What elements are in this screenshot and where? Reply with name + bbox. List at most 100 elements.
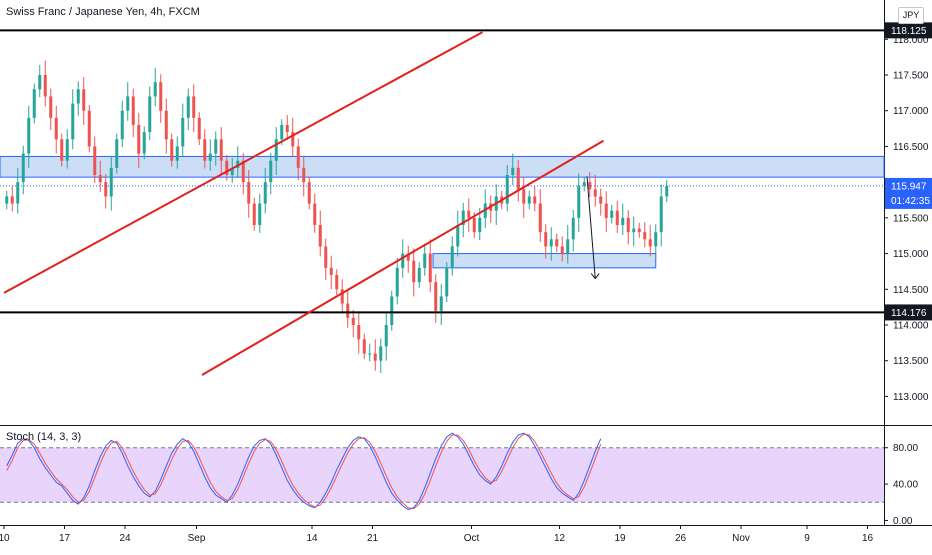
candle-body [577,185,581,218]
price-tick-label: 118.000 [893,35,929,46]
candle-body [82,89,86,111]
candle-body [549,239,553,247]
stochastic-title: Stoch (14, 3, 3) [6,431,82,443]
price-tick-label: 113.000 [893,392,929,403]
candle-body [43,75,47,97]
candle-body [164,110,168,140]
candle-body [599,196,603,204]
candle-body [582,182,586,186]
candle-body [456,225,460,247]
current-price-label: 115.947 [891,181,927,192]
candle-body [76,89,80,104]
candle-body [533,196,537,204]
candle-body [384,325,388,347]
candle-body [665,185,669,197]
candle-body [71,103,75,140]
candle-body [252,203,256,225]
currency-button[interactable]: JPY [898,7,924,24]
price-tick-label: 115.000 [893,249,929,260]
candle-body [428,253,432,283]
candle-body [379,346,383,361]
candle-body [170,139,174,161]
candle-body [203,139,207,161]
candle-body [197,117,201,140]
trendline [3,31,483,294]
candle-body [450,246,454,268]
stoch-d-line [6,433,602,510]
candle-body [643,232,647,240]
candle-body [439,296,443,311]
candle-body [654,232,658,247]
candle-body [478,217,482,233]
candle-body [362,339,366,354]
time-tick-label: 26 [675,533,687,544]
candle-body [236,160,240,168]
candle-body [604,203,608,218]
candle-body [258,203,262,225]
candle-body [126,96,130,111]
candle-body [98,175,102,183]
candle-body [219,139,223,161]
candle-body [390,296,394,325]
candle-body [280,125,284,140]
candle-body [621,217,625,225]
candle-body [544,232,548,247]
stoch-tick-label: 0.00 [893,516,913,527]
price-tick-label: 115.500 [893,213,929,224]
candle-body [313,203,317,225]
candle-body [87,110,91,147]
candle-body [511,167,515,175]
candle-body [505,175,509,204]
candle-body [285,125,289,133]
candle-body [225,160,229,175]
candle-body [610,210,614,218]
candle-body [335,275,339,290]
level-price-box [885,22,932,39]
level-price-box [885,304,932,321]
candle-body [461,210,465,225]
price-tick-label: 117.000 [893,106,929,117]
candle-body [368,353,372,355]
time-tick-label: 19 [614,533,626,544]
candle-body [192,96,196,118]
candle-body [615,210,619,225]
candle-body [148,96,152,133]
candle-body [340,289,344,304]
candle-body [10,196,14,204]
candle-body [555,239,559,247]
candle-body [373,353,377,361]
candle-body [54,117,58,140]
time-tick-label: 24 [119,533,131,544]
candle-body [566,239,570,254]
candle-body [291,132,295,147]
candle-body [516,167,520,190]
candle-body [417,267,421,283]
candle-body [175,146,179,161]
candle-body [648,239,652,247]
price-tick-label: 113.500 [893,356,929,367]
time-tick-label: 12 [554,533,566,544]
candle-body [406,253,410,261]
candle-body [538,203,542,233]
candle-body [93,146,97,175]
projection-arrow-line [586,176,596,279]
candle-body [296,146,300,168]
candle-body [137,125,141,154]
candle-body [351,317,355,325]
price-tick-label: 114.500 [893,285,929,296]
candle-body [346,303,350,318]
candle-body [49,96,53,118]
candle-body [181,117,185,147]
price-tick-label: 114.000 [893,321,929,332]
sr-zone [0,155,885,178]
time-tick-label: 14 [306,533,318,544]
current-price-box [885,177,932,209]
sr-zone [432,253,657,269]
candle-body [263,182,267,204]
candle-body [659,196,663,233]
candle-body [186,96,190,118]
candle-body [230,167,234,175]
candle-body [637,228,641,233]
